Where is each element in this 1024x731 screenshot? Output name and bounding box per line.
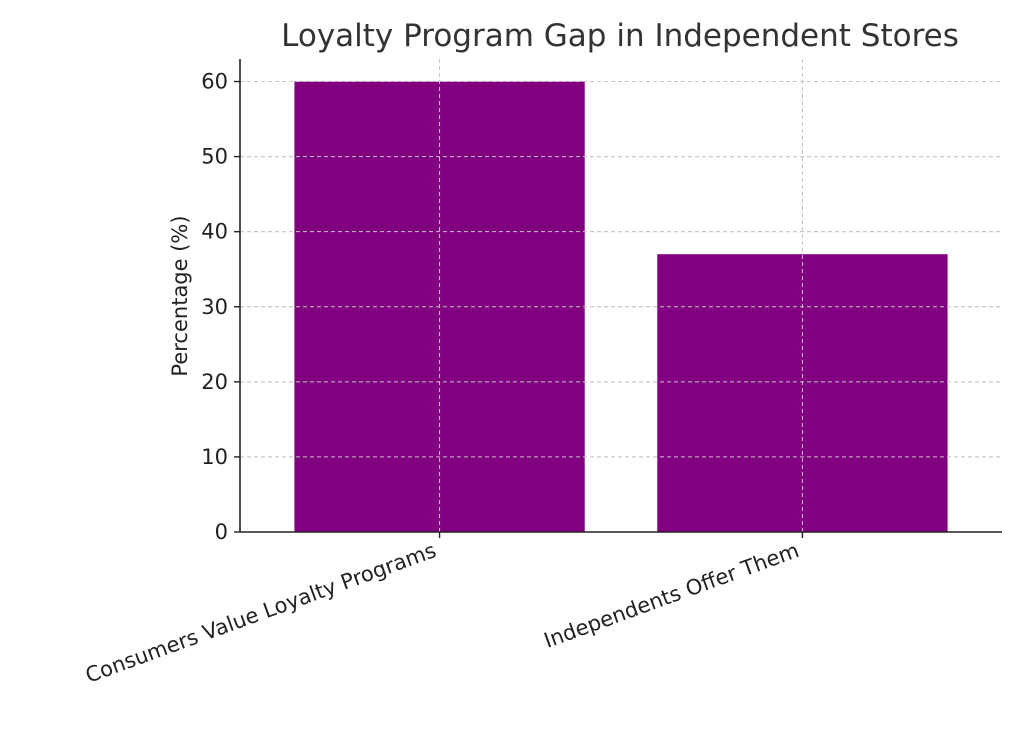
y-tick-label: 20: [201, 370, 228, 394]
y-ticks: 0 10 20 30 40 50 60: [201, 70, 240, 544]
y-tick-label: 30: [201, 295, 228, 319]
x-tick-label: Independents Offer Them: [541, 538, 802, 653]
y-tick-label: 0: [215, 520, 228, 544]
y-tick-label: 10: [201, 445, 228, 469]
x-tick-label: Consumers Value Loyalty Programs: [82, 538, 439, 688]
bars: [240, 59, 1002, 533]
y-axis-label: Percentage (%): [168, 215, 192, 376]
bar: [657, 254, 948, 532]
x-ticks: Consumers Value Loyalty Programs Independ…: [82, 532, 804, 688]
y-tick-label: 40: [201, 220, 228, 244]
axes: [239, 59, 1002, 533]
y-tick-label: 60: [201, 70, 228, 94]
y-tick-label: 50: [201, 145, 228, 169]
chart-title: Loyalty Program Gap in Independent Store…: [281, 18, 959, 54]
